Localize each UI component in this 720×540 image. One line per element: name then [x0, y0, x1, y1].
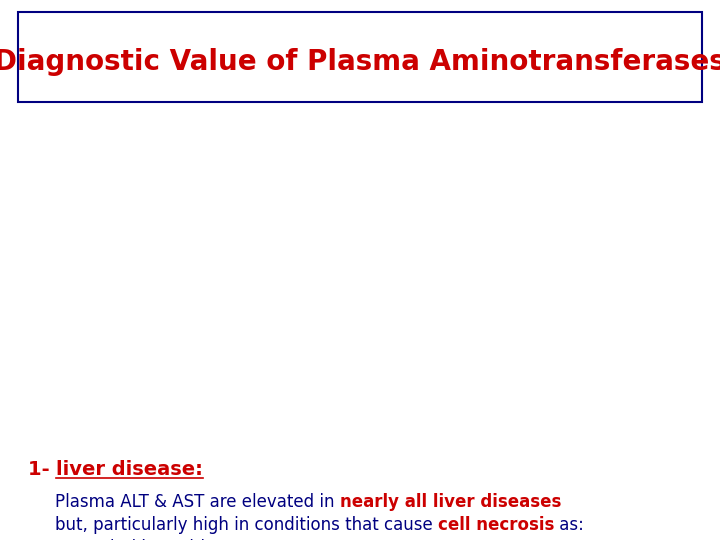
Text: but, particularly high in conditions that cause: but, particularly high in conditions tha… [55, 516, 438, 534]
Text: as:: as: [554, 516, 584, 534]
Text: nearly all liver diseases: nearly all liver diseases [340, 493, 561, 511]
Bar [18, 12, 702, 102]
Text: Plasma ALT & AST are elevated in: Plasma ALT & AST are elevated in [55, 493, 340, 511]
Text: Diagnostic Value of Plasma Aminotransferases: Diagnostic Value of Plasma Aminotransfer… [0, 48, 720, 76]
Text: cell necrosis: cell necrosis [438, 516, 554, 534]
Text: liver disease:: liver disease: [56, 460, 203, 479]
Text: 1-: 1- [28, 460, 56, 479]
Text: viral hepatitis: viral hepatitis [100, 539, 214, 540]
